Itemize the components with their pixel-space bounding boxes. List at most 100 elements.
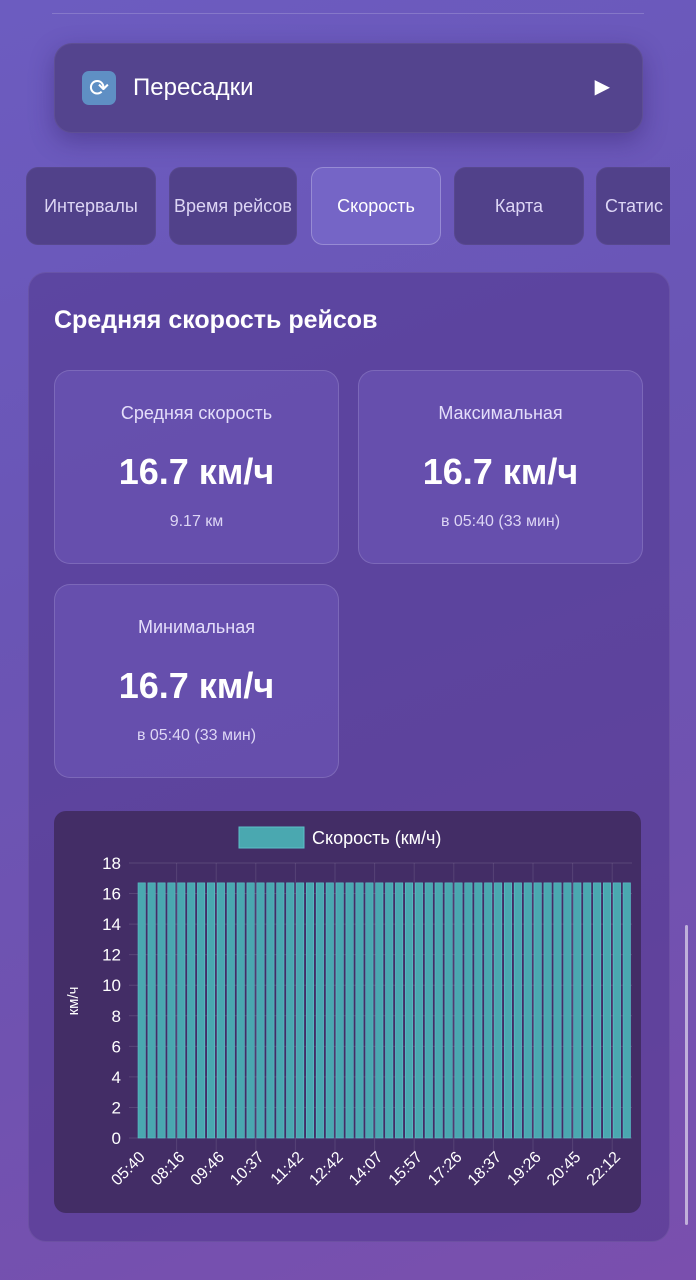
- tab-trip-time[interactable]: Время рейсов: [169, 167, 297, 245]
- bar: [256, 882, 265, 1139]
- bar: [226, 882, 235, 1139]
- bar: [474, 882, 483, 1139]
- card-value: 16.7 км/ч: [118, 451, 275, 492]
- y-tick-label: 4: [112, 1068, 121, 1087]
- card-sub: в 05:40 (33 мин): [440, 513, 561, 530]
- x-tick-label: 17:26: [425, 1149, 465, 1189]
- transfers-section-toggle[interactable]: ⟳ Пересадки ▶: [54, 43, 643, 133]
- card-label: Минимальная: [137, 617, 255, 637]
- min-speed-card: Минимальная 16.7 км/ч в 05:40 (33 мин): [54, 584, 339, 778]
- speed-chart: Скорость (км/ч) км/ч 0 2 4 6 8 10 12 14 16 18 05:4…: [54, 811, 641, 1213]
- bar: [266, 882, 275, 1139]
- y-tick-label: 16: [102, 885, 121, 904]
- y-tick-label: 6: [112, 1037, 121, 1056]
- x-tick-label: 12:42: [306, 1149, 346, 1189]
- bar: [464, 882, 473, 1139]
- y-tick-label: 2: [112, 1098, 121, 1117]
- bar: [612, 882, 621, 1139]
- bar: [276, 882, 285, 1139]
- x-tick-label: 08:16: [148, 1149, 188, 1189]
- bar: [494, 882, 503, 1139]
- arrows-rotate-icon: ⟳: [82, 71, 116, 105]
- bar: [207, 882, 216, 1139]
- card-value: 16.7 км/ч: [422, 451, 579, 492]
- speed-bar-chart: Скорость (км/ч) км/ч 0 2 4 6 8 10 12 14 16 18 05:4…: [65, 826, 632, 1189]
- x-tick-label: 05:40: [108, 1149, 148, 1189]
- bar: [296, 882, 305, 1139]
- bar: [216, 882, 225, 1139]
- bar: [513, 882, 522, 1139]
- bar: [622, 882, 631, 1139]
- bar: [325, 882, 334, 1139]
- bar: [187, 882, 196, 1139]
- tab-map[interactable]: Карта: [454, 167, 584, 245]
- bar: [533, 882, 542, 1139]
- bar: [167, 882, 176, 1139]
- card-sub: в 05:40 (33 мин): [136, 727, 257, 744]
- y-tick-label: 8: [112, 1007, 121, 1026]
- bar: [414, 882, 423, 1139]
- bar: [246, 882, 255, 1139]
- bar: [583, 882, 592, 1139]
- x-tick-label: 10:37: [227, 1149, 267, 1189]
- bar: [444, 882, 453, 1139]
- bar: [157, 882, 166, 1139]
- bar: [375, 882, 384, 1139]
- bar: [177, 882, 186, 1139]
- max-speed-card: Максимальная 16.7 км/ч в 05:40 (33 мин): [358, 370, 643, 564]
- bar: [365, 882, 374, 1139]
- bar: [573, 882, 582, 1139]
- card-value: 16.7 км/ч: [118, 665, 275, 706]
- card-sub: 9.17 км: [169, 513, 224, 530]
- y-tick-label: 18: [102, 854, 121, 873]
- x-tick-label: 18:37: [465, 1149, 505, 1189]
- x-tick-label: 20:45: [544, 1149, 584, 1189]
- bar: [137, 882, 146, 1139]
- bar: [563, 882, 572, 1139]
- transfers-label: Пересадки: [133, 74, 254, 101]
- x-tick-label: 15:57: [386, 1149, 426, 1189]
- bar: [404, 882, 413, 1139]
- bar: [602, 882, 611, 1139]
- y-tick-label: 0: [112, 1129, 121, 1148]
- bar: [147, 882, 156, 1139]
- bar: [434, 882, 443, 1139]
- y-tick-label: 10: [102, 976, 121, 995]
- avg-speed-card: Средняя скорость 16.7 км/ч 9.17 км: [54, 370, 339, 564]
- bar: [355, 882, 364, 1139]
- bar: [523, 882, 532, 1139]
- legend-label: Скорость (км/ч): [312, 828, 441, 848]
- legend-swatch: [238, 826, 305, 849]
- y-tick-label: 12: [102, 946, 121, 965]
- tab-statistics[interactable]: Статис: [596, 167, 670, 245]
- bar: [543, 882, 552, 1139]
- x-tick-label: 11:42: [268, 1149, 308, 1189]
- bar: [345, 882, 354, 1139]
- bar: [236, 882, 245, 1139]
- x-tick-label: 22:12: [584, 1149, 624, 1189]
- x-tick-label: 19:26: [504, 1149, 544, 1189]
- bar: [424, 882, 433, 1139]
- x-tick-label: 09:46: [188, 1149, 228, 1189]
- tab-intervals[interactable]: Интервалы: [26, 167, 156, 245]
- bar: [484, 882, 493, 1139]
- bar: [454, 882, 463, 1139]
- bar: [286, 882, 295, 1139]
- bar: [553, 882, 562, 1139]
- tab-speed[interactable]: Скорость: [311, 167, 441, 245]
- bar: [593, 882, 602, 1139]
- x-tick-label: 14:07: [346, 1149, 386, 1189]
- bar: [335, 882, 344, 1139]
- bar: [315, 882, 324, 1139]
- card-label: Средняя скорость: [120, 403, 273, 423]
- bar: [395, 882, 404, 1139]
- section-title: Средняя скорость рейсов: [54, 306, 378, 334]
- bar: [306, 882, 315, 1139]
- bar: [197, 882, 206, 1139]
- tab-bar: Интервалы Время рейсов Скорость Карта Ст…: [26, 167, 670, 245]
- y-tick-label: 14: [102, 915, 121, 934]
- card-label: Максимальная: [438, 403, 563, 423]
- bar: [385, 882, 394, 1139]
- y-axis-label: км/ч: [65, 987, 82, 1016]
- scrollbar[interactable]: [685, 925, 688, 1225]
